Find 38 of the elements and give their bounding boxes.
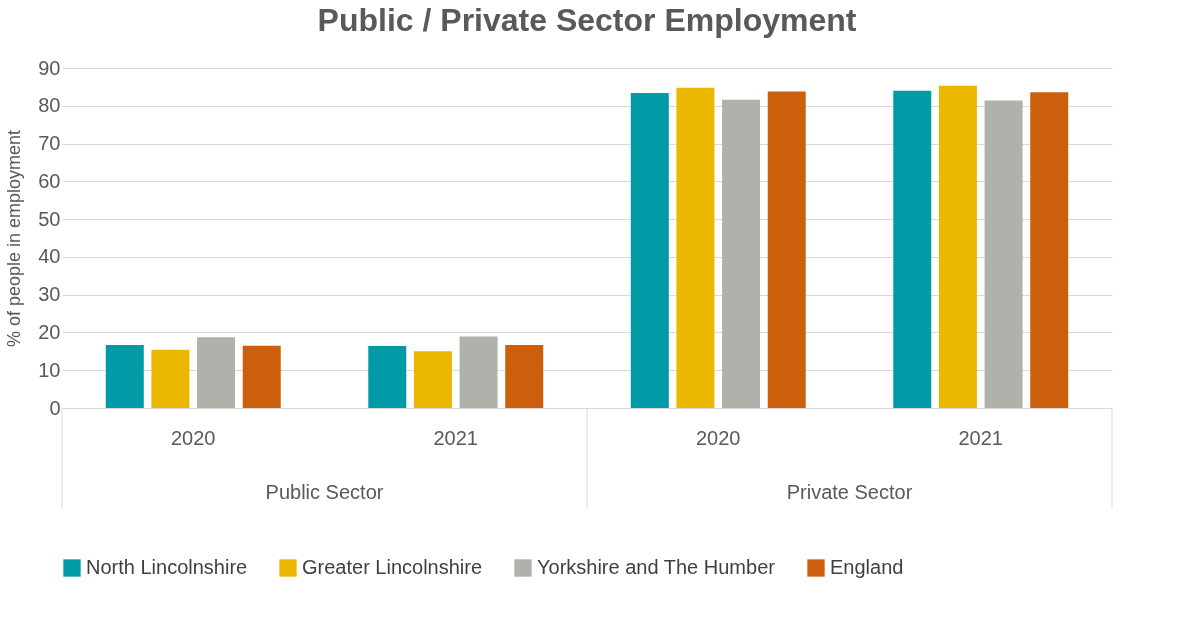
y-tick-label: 0 [49,396,61,419]
bar [893,90,932,408]
y-axis-title: % of people in employment [4,129,25,348]
bar [938,85,977,408]
y-tick-label: 80 [38,94,61,117]
bar [505,344,544,408]
legend-label: England [830,556,904,578]
legend-label: Greater Lincolnshire [302,556,483,578]
x-tick-label: 2020 [696,426,741,449]
bar [242,345,281,408]
bar [676,87,715,408]
x-tick-label: 2021 [433,426,478,449]
bar [459,336,498,408]
x-tick-label: 2020 [171,426,216,449]
legend-label: Yorkshire and The Humber [537,556,776,578]
text: Public Sector [265,481,384,503]
bar [1030,92,1069,408]
bar [197,337,236,408]
y-tick-label: 90 [38,56,61,79]
y-tick-label: 10 [38,358,61,381]
bar [368,346,407,408]
y-tick-label: 50 [38,207,61,230]
bar [722,99,761,408]
bar [984,100,1023,408]
y-tick-label: 30 [38,283,61,306]
bar [630,92,669,408]
chart-title: Public / Private Sector Employment [317,2,857,38]
bar [767,91,806,408]
bar [151,349,190,408]
y-tick-label: 60 [38,169,61,192]
legend-label: North Lincolnshire [86,556,248,578]
y-tick-label: 20 [38,320,61,343]
bar [105,344,144,408]
y-tick-label: 70 [38,132,61,155]
bar [413,351,452,408]
x-tick-label: 2021 [958,426,1003,449]
y-tick-label: 40 [38,245,61,268]
text: Private Sector [786,481,913,503]
